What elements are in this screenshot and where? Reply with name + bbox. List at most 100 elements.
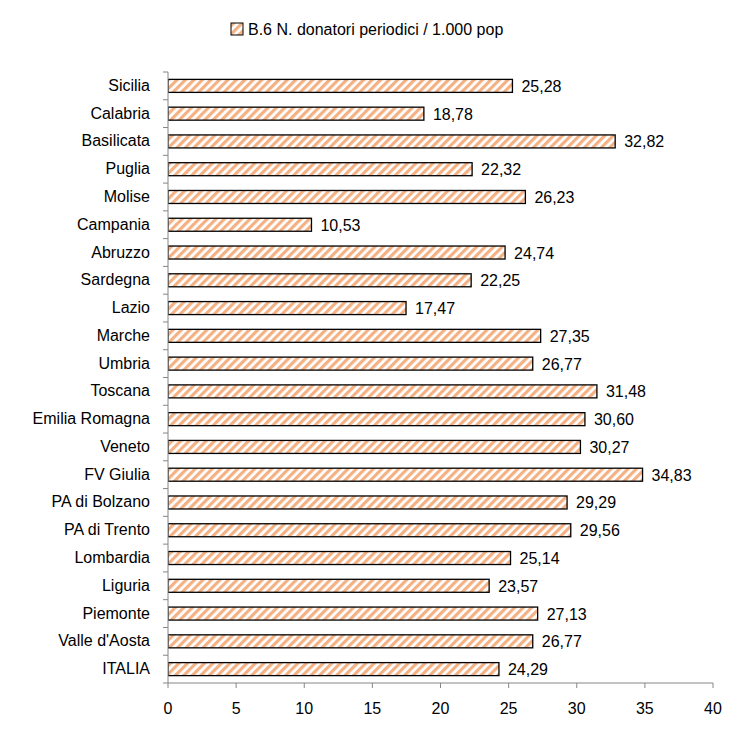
legend: B.6 N. donatori periodici / 1.000 pop <box>231 21 503 38</box>
x-tick-label: 25 <box>500 700 518 717</box>
category-label: ITALIA <box>102 660 150 677</box>
bar <box>168 468 643 481</box>
y-tick <box>163 349 168 350</box>
bar <box>168 190 525 203</box>
category-label: Calabria <box>90 105 150 122</box>
data-label: 22,32 <box>481 161 521 178</box>
bar <box>168 440 580 453</box>
y-tick <box>163 683 168 684</box>
legend-swatch <box>231 23 243 35</box>
data-label: 17,47 <box>415 300 455 317</box>
data-label: 29,56 <box>580 522 620 539</box>
y-tick <box>163 321 168 322</box>
x-tick <box>168 683 169 688</box>
data-label: 23,57 <box>498 578 538 595</box>
bar <box>168 107 424 120</box>
y-tick <box>163 183 168 184</box>
category-label: Lombardia <box>74 549 150 566</box>
x-tick-label: 5 <box>232 700 241 717</box>
category-label: Abruzzo <box>91 244 150 261</box>
bar <box>168 218 311 231</box>
y-tick <box>163 294 168 295</box>
category-label: Emilia Romagna <box>33 410 150 427</box>
data-label: 30,60 <box>594 411 634 428</box>
x-tick <box>576 683 577 688</box>
bar <box>168 357 533 370</box>
x-tick-label: 15 <box>363 700 381 717</box>
data-label: 27,35 <box>550 328 590 345</box>
x-tick <box>440 683 441 688</box>
bar <box>168 663 499 676</box>
bar <box>168 274 471 287</box>
category-label: Piemonte <box>82 605 150 622</box>
category-label: Campania <box>77 216 150 233</box>
category-label: Marche <box>97 327 150 344</box>
category-label: Toscana <box>90 382 150 399</box>
data-label: 24,29 <box>508 661 548 678</box>
y-tick <box>163 99 168 100</box>
data-label: 25,14 <box>520 550 560 567</box>
bar <box>168 413 585 426</box>
y-tick <box>163 266 168 267</box>
bar <box>168 135 615 148</box>
data-label: 27,13 <box>547 606 587 623</box>
category-label: PA di Bolzano <box>52 493 151 510</box>
y-tick <box>163 544 168 545</box>
category-label: PA di Trento <box>64 521 150 538</box>
x-tick-label: 0 <box>164 700 173 717</box>
category-label: Liguria <box>102 577 150 594</box>
category-label: Basilicata <box>82 132 151 149</box>
data-label: 29,29 <box>576 494 616 511</box>
y-tick <box>163 433 168 434</box>
bar <box>168 579 489 592</box>
category-label: Valle d'Aosta <box>58 632 150 649</box>
y-tick <box>163 127 168 128</box>
category-label: Puglia <box>106 160 151 177</box>
x-tick <box>508 683 509 688</box>
data-label: 18,78 <box>433 106 473 123</box>
bar <box>168 329 541 342</box>
x-tick <box>372 683 373 688</box>
x-tick <box>713 683 714 688</box>
bar <box>168 552 511 565</box>
chart-container: 0510152025303540SiciliaCalabriaBasilicat… <box>0 0 750 734</box>
data-label: 31,48 <box>606 383 646 400</box>
data-label: 26,77 <box>542 633 582 650</box>
bar <box>168 607 538 620</box>
bar <box>168 385 597 398</box>
bar <box>168 246 505 259</box>
category-label: Molise <box>104 188 150 205</box>
category-label: FV Giulia <box>84 466 150 483</box>
data-label: 26,77 <box>542 356 582 373</box>
x-tick-label: 20 <box>432 700 450 717</box>
data-label: 30,27 <box>589 439 629 456</box>
category-label: Lazio <box>112 299 150 316</box>
y-tick <box>163 488 168 489</box>
data-label: 34,83 <box>652 467 692 484</box>
y-tick <box>163 460 168 461</box>
data-label: 32,82 <box>624 133 664 150</box>
x-tick <box>236 683 237 688</box>
y-tick <box>163 571 168 572</box>
legend-label: B.6 N. donatori periodici / 1.000 pop <box>248 21 503 38</box>
category-label: Sicilia <box>108 77 150 94</box>
y-tick <box>163 405 168 406</box>
data-label: 24,74 <box>514 245 554 262</box>
bars <box>168 79 643 675</box>
data-label: 26,23 <box>534 189 574 206</box>
category-label: Sardegna <box>81 271 150 288</box>
y-tick <box>163 627 168 628</box>
bar <box>168 524 571 537</box>
x-tick <box>644 683 645 688</box>
y-tick <box>163 72 168 73</box>
data-label: 22,25 <box>480 272 520 289</box>
bar <box>168 635 533 648</box>
y-tick <box>163 599 168 600</box>
y-tick <box>163 655 168 656</box>
x-tick-label: 10 <box>295 700 313 717</box>
bar <box>168 496 567 509</box>
category-label: Veneto <box>100 438 150 455</box>
bar <box>168 79 512 92</box>
x-tick <box>304 683 305 688</box>
x-tick-label: 30 <box>568 700 586 717</box>
